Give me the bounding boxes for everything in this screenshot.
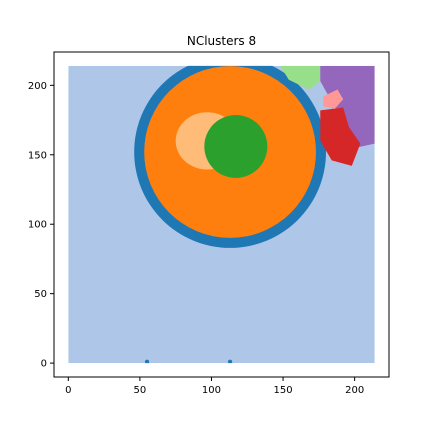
x-tick-label: 100 [202,385,221,396]
y-tick-label: 100 [28,220,47,231]
y-tick-label: 50 [34,289,47,300]
x-tick-label: 0 [65,385,71,396]
cluster-region-center [204,115,267,178]
chart-title: NClusters 8 [187,34,256,48]
y-tick-label: 200 [28,81,47,92]
x-tick-label: 50 [134,385,147,396]
y-tick-label: 0 [41,359,47,370]
x-tick-label: 150 [274,385,293,396]
y-tick-label: 150 [28,150,47,161]
x-tick-label: 200 [345,385,364,396]
cluster-image [68,56,374,364]
